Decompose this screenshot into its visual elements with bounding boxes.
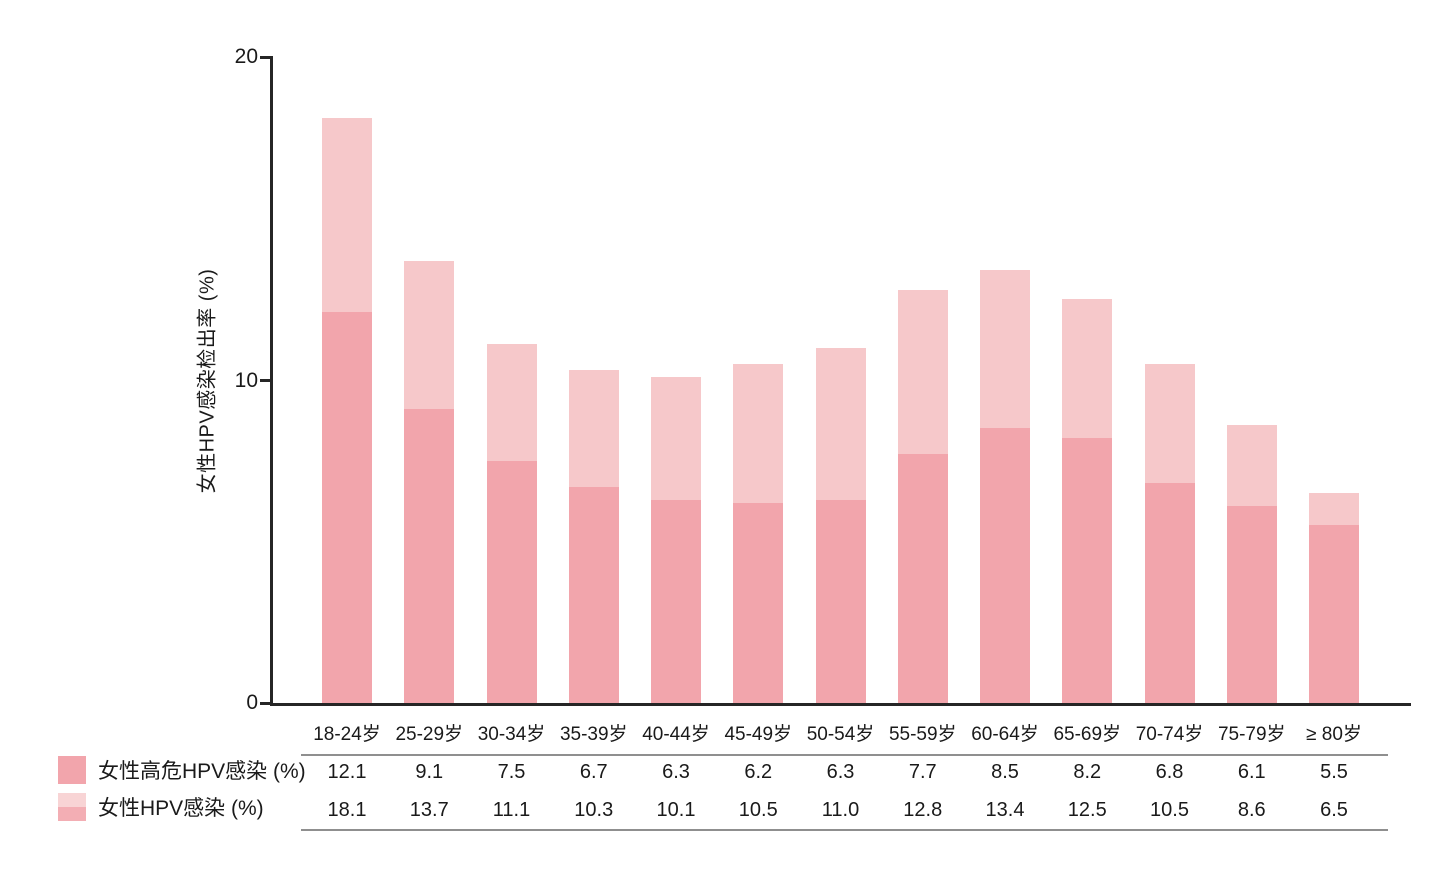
- legend-label-high-risk: 女性高危HPV感染 (%): [98, 760, 306, 783]
- table-row-total-values: 18.1 13.7 11.1 10.3 10.1 10.5 11.0 12.8 13.4 12.5…: [273, 798, 1433, 824]
- y-tick-label-20: 20: [234, 45, 258, 68]
- table-cell-high-risk: 6.8: [1155, 761, 1184, 783]
- bar-high-risk-70-74岁: [1144, 483, 1195, 703]
- table-cell-total: 10.5: [738, 799, 778, 821]
- x-axis-label: 45-49岁: [724, 724, 793, 745]
- table-cell-total: 10.5: [1150, 799, 1189, 821]
- table-cell-high-risk: 8.2: [1073, 761, 1102, 783]
- table-cell-total: 10.3: [574, 799, 614, 821]
- bar-high-risk-35-39岁: [568, 486, 619, 703]
- table-rule-top: [301, 754, 1388, 756]
- bar-high-risk-65-69岁: [1062, 438, 1113, 703]
- table-cell-high-risk: 6.7: [579, 761, 608, 783]
- legend-swatch-total-icon: [58, 792, 86, 821]
- y-tick-label-10: 10: [234, 369, 258, 392]
- bar-high-risk-45-49岁: [733, 502, 784, 703]
- table-cell-total: 10.1: [656, 799, 696, 821]
- x-axis-label: 30-34岁: [477, 724, 546, 745]
- table-cell-total: 13.4: [985, 799, 1025, 821]
- table-rule-bottom: [301, 829, 1388, 831]
- bar-high-risk-75-79岁: [1226, 505, 1277, 703]
- y-axis-line: [270, 56, 273, 706]
- x-axis-label: 25-29岁: [395, 724, 464, 745]
- table-cell-high-risk: 8.5: [991, 761, 1019, 783]
- y-tick-mark-0: [260, 702, 270, 705]
- x-axis-label: 65-69岁: [1053, 724, 1122, 745]
- plot-area: [273, 57, 1412, 703]
- legend-item-total: 女性HPV感染 (%): [58, 792, 264, 821]
- x-axis-label: 40-44岁: [642, 724, 710, 745]
- bar-high-risk-60-64岁: [980, 428, 1030, 703]
- table-cell-high-risk: 7.5: [497, 761, 526, 783]
- x-axis-labels: 18-24岁 25-29岁 30-34岁 35-39岁 40-44岁 45-49岁 50-5…: [273, 723, 1433, 749]
- bar-high-risk-≥ 80岁: [1309, 525, 1359, 703]
- table-cell-total: 8.6: [1237, 799, 1266, 821]
- x-axis-label: 18-24岁: [313, 724, 381, 745]
- table-cell-high-risk: 9.1: [415, 761, 444, 783]
- y-tick-mark-20: [260, 56, 270, 59]
- x-axis-label: ≥ 80岁: [1306, 724, 1362, 745]
- bar-high-risk-25-29岁: [404, 409, 455, 703]
- table-cell-high-risk: 6.1: [1237, 761, 1266, 783]
- bar-high-risk-18-24岁: [322, 312, 372, 703]
- y-tick-mark-10: [260, 379, 270, 382]
- x-axis-line: [270, 703, 1411, 706]
- table-cell-high-risk: 6.2: [744, 761, 773, 783]
- y-tick-label-0: 0: [246, 691, 258, 714]
- table-cell-high-risk: 6.3: [662, 761, 690, 783]
- legend-label-total: 女性HPV感染 (%): [98, 796, 264, 820]
- legend-item-high-risk: 女性高危HPV感染 (%): [58, 756, 306, 784]
- table-cell-total: 12.8: [903, 799, 943, 821]
- bar-high-risk-50-54岁: [815, 499, 866, 703]
- table-cell-total: 18.1: [327, 799, 367, 821]
- x-axis-label: 60-64岁: [971, 724, 1039, 745]
- x-axis-label: 50-54岁: [806, 724, 875, 745]
- table-cell-high-risk: 12.1: [327, 761, 367, 783]
- x-axis-label: 35-39岁: [559, 724, 628, 745]
- table-cell-high-risk: 6.3: [826, 761, 855, 783]
- bar-high-risk-30-34岁: [486, 460, 537, 703]
- bar-high-risk-55-59岁: [897, 454, 948, 703]
- table-row-high-risk-values: 12.1 9.1 7.5 6.7 6.3 6.2 6.3 7.7 8.5 8.2 6.8 6.1 5.5: [273, 760, 1433, 786]
- table-cell-high-risk: 5.5: [1320, 761, 1348, 783]
- table-cell-total: 12.5: [1067, 799, 1107, 821]
- table-cell-high-risk: 7.7: [908, 761, 937, 783]
- x-axis-label: 55-59岁: [888, 724, 957, 745]
- bar-high-risk-40-44岁: [651, 499, 701, 703]
- x-axis-label: 70-74岁: [1135, 724, 1204, 745]
- table-cell-total: 13.7: [409, 799, 449, 821]
- legend-swatch-high-risk-icon: [58, 756, 86, 784]
- table-cell-total: 11.1: [492, 799, 531, 821]
- table-cell-total: 11.0: [821, 799, 860, 821]
- x-axis-label: 75-79岁: [1217, 724, 1286, 745]
- table-cell-total: 6.5: [1320, 799, 1348, 821]
